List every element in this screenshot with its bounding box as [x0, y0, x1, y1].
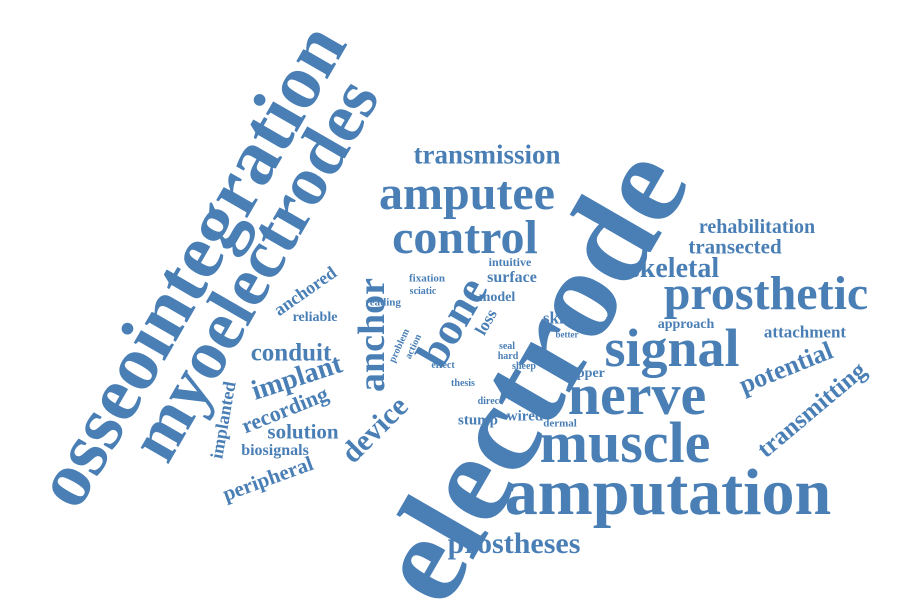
word-upper: upper — [569, 367, 605, 381]
word-skin: skin — [543, 310, 573, 327]
word-hard: hard — [498, 352, 519, 362]
word-conduit: conduit — [251, 341, 332, 366]
word-sheep: sheep — [512, 362, 536, 372]
word-biosignals: biosignals — [241, 443, 309, 459]
word-model: model — [479, 291, 516, 305]
word-seal: seal — [499, 342, 515, 352]
word-solution: solution — [267, 422, 338, 443]
word-reliable: reliable — [293, 311, 338, 325]
word-stump: stump — [458, 414, 498, 429]
word-thesis: thesis — [451, 379, 475, 389]
word-direct: direct — [478, 397, 503, 407]
word-rehabilitation: rehabilitation — [699, 217, 815, 237]
word-surface: surface — [487, 270, 537, 286]
word-skeletal: skeletal — [629, 255, 719, 283]
word-effect: effect — [431, 361, 454, 371]
word-sciatic: sciatic — [410, 287, 437, 297]
word-better: better — [556, 331, 579, 340]
word-anchor: anchor — [353, 278, 391, 392]
word-peripheral: peripheral — [220, 453, 316, 505]
word-intuitive: intuitive — [489, 256, 532, 268]
word-reading: reading — [365, 298, 401, 309]
word-dermal: dermal — [543, 419, 577, 430]
word-attachment: attachment — [764, 324, 846, 341]
word-wired: wired — [507, 410, 543, 425]
word-transmission: transmission — [413, 142, 560, 169]
word-prostheses: prostheses — [448, 529, 581, 559]
word-transected: transected — [688, 237, 781, 258]
word-fixation: fixation — [409, 274, 445, 285]
word-approach: approach — [658, 318, 715, 332]
